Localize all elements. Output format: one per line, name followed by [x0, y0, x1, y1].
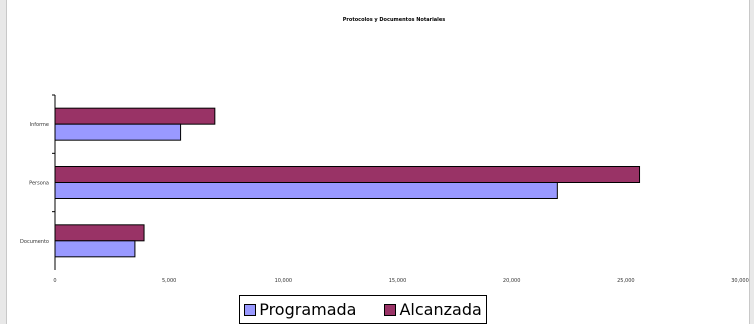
axes-group: Documento Persona Informe 0 5,000 10,000 15,00… [20, 94, 749, 284]
bar-alcanzada-informe [54, 107, 216, 125]
bar-programada-documento [54, 240, 136, 258]
bar-programada-persona [54, 182, 558, 199]
legend-swatch-alcanzada [384, 303, 397, 316]
bar-programada-informe [54, 123, 182, 141]
legend-label-alcanzada: Alcanzada [399, 300, 482, 319]
x-tick-label: 15,000 [389, 278, 407, 284]
legend: Programada Alcanzada [239, 295, 487, 324]
x-tick-label: 0 [53, 278, 56, 284]
legend-item-programada: Programada [244, 300, 356, 319]
bar-alcanzada-documento [54, 224, 145, 242]
category-label: Persona [29, 181, 49, 187]
chart-area [6, 0, 750, 324]
category-label: Informe [30, 122, 49, 128]
legend-item-alcanzada: Alcanzada [384, 300, 482, 319]
chart-title: Protocolos y Documentos Notariales [343, 17, 446, 23]
legend-label-programada: Programada [259, 300, 357, 319]
x-tick-label: 30,000 [731, 278, 749, 284]
legend-swatch-programada [244, 303, 257, 316]
x-tick-label: 10,000 [275, 278, 293, 284]
x-tick-label: 25,000 [617, 278, 635, 284]
x-tick-label: 5,000 [162, 278, 176, 284]
x-tick-label: 20,000 [503, 278, 521, 284]
category-label: Documento [20, 239, 49, 245]
bars-group [54, 107, 641, 258]
bar-alcanzada-persona [54, 166, 641, 183]
